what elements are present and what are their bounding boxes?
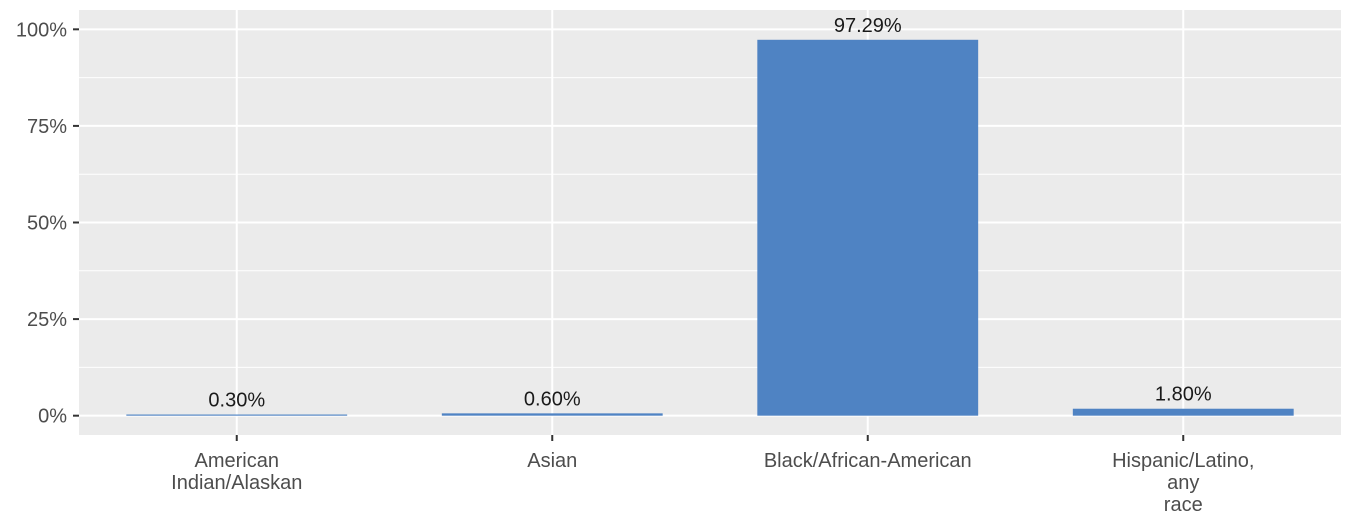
major-gridlines [79,10,1341,435]
x-tick-label: Hispanic/Latino, any race [1112,450,1254,516]
bar [126,414,348,416]
minor-gridlines [79,77,1341,368]
y-axis: 0% 25% 50% 75% 100% [16,19,79,428]
bar [1072,408,1294,416]
x-tick-label: Asian [527,450,577,472]
data-label: 0.30% [208,390,265,412]
y-tick-label: 75% [27,116,67,138]
y-tick-label: 50% [27,213,67,235]
y-tick-label: 25% [27,309,67,331]
y-tick-label: 0% [38,406,67,428]
x-tick-label: Black/African-American [764,450,972,472]
x-tick-label: American Indian/Alaskan [171,450,302,494]
x-axis: American Indian/Alaskan Asian Black/African… [171,435,1254,516]
data-label: 97.29% [834,15,902,37]
bar [441,413,663,416]
data-label: 1.80% [1155,384,1212,406]
data-labels: 0.30% 0.60% 97.29% 1.80% [208,15,1211,412]
data-label: 0.60% [524,388,581,410]
y-tick-label: 100% [16,19,67,41]
bar [757,39,979,416]
bars [126,39,1294,416]
